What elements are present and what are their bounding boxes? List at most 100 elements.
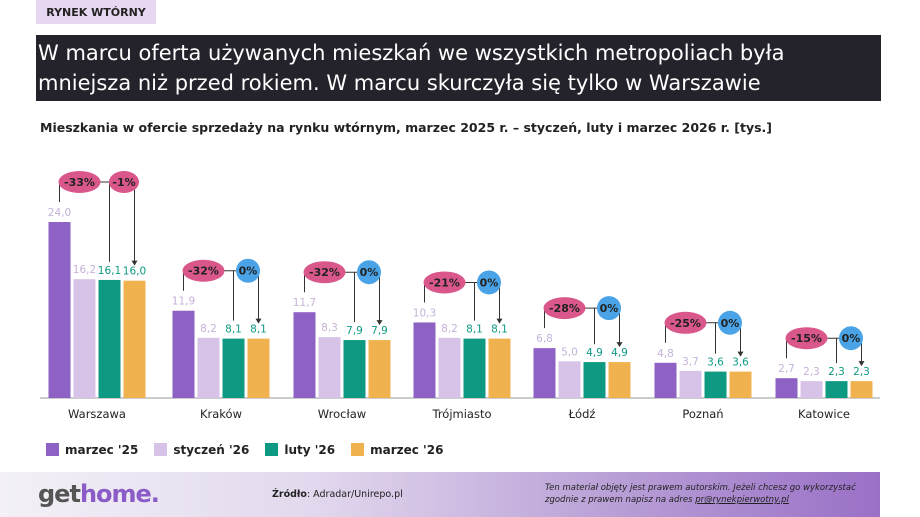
bar	[533, 348, 556, 398]
mom-badge	[718, 310, 742, 335]
bar	[48, 222, 71, 398]
mom-badge-text: 0%	[600, 302, 619, 315]
yoy-badge-text: -32%	[309, 266, 340, 279]
data-label: 3,7	[682, 356, 699, 368]
data-label: 16,1	[98, 265, 121, 277]
yoy-badge-text: -21%	[429, 276, 460, 289]
mom-badge	[109, 171, 139, 193]
data-label: 11,7	[293, 297, 316, 309]
source: Źródło: Adradar/Unirepo.pl	[272, 489, 403, 500]
mom-badge-text: -1%	[112, 176, 135, 189]
bar	[704, 371, 727, 398]
bar	[729, 371, 752, 398]
bar	[247, 338, 270, 398]
copyright-note: Ten materiał objęty jest prawem autorski…	[545, 483, 856, 505]
data-label: 8,1	[491, 324, 508, 336]
bar	[368, 340, 391, 398]
bar	[413, 322, 436, 398]
bar	[775, 378, 798, 398]
mom-badge-text: 0%	[360, 266, 379, 279]
data-label: 7,9	[346, 325, 363, 337]
yoy-badge	[543, 297, 586, 320]
yoy-badge-text: -33%	[64, 176, 95, 189]
footer: gethome. Źródło: Adradar/Unirepo.pl Ten …	[0, 472, 880, 517]
bar	[123, 280, 146, 398]
bar	[583, 362, 606, 398]
bar	[825, 381, 848, 398]
bar	[800, 381, 823, 398]
bar	[654, 362, 677, 398]
data-label: 4,9	[611, 347, 628, 359]
bar	[438, 337, 461, 398]
arrow-head	[131, 260, 138, 266]
headline: W marcu oferta używanych mieszkań we wsz…	[36, 35, 881, 101]
data-label: 2,3	[828, 366, 845, 378]
yoy-badge-text: -15%	[791, 332, 822, 345]
data-label: 2,3	[803, 366, 820, 378]
legend-item: marzec '26	[351, 443, 443, 457]
chart-title: Mieszkania w ofercie sprzedaży na rynku …	[40, 120, 772, 135]
bar	[558, 361, 581, 398]
category-label: Warszawa	[68, 407, 126, 421]
mom-badge	[236, 258, 260, 283]
category-label: Poznań	[682, 407, 723, 421]
data-label: 3,6	[732, 357, 749, 369]
yoy-badge	[664, 311, 707, 334]
mom-badge	[839, 326, 863, 351]
bar	[850, 381, 873, 398]
legend-item: styczeń '26	[154, 443, 249, 457]
yoy-badge-text: -28%	[549, 302, 580, 315]
bar	[73, 279, 96, 398]
bar	[318, 337, 341, 398]
data-label: 8,1	[466, 324, 483, 336]
legend-item: luty '26	[265, 443, 335, 457]
bar	[172, 310, 195, 398]
legend-label: styczeń '26	[173, 443, 250, 457]
bar	[222, 338, 245, 398]
legend-swatch	[351, 443, 365, 456]
category-label: Katowice	[798, 407, 850, 421]
category-label: Wrocław	[318, 407, 366, 421]
yoy-badge	[785, 327, 828, 350]
data-label: 8,1	[250, 324, 267, 336]
yoy-badge-text: -25%	[670, 317, 701, 330]
category-label: Kraków	[200, 407, 242, 421]
legend-label: marzec '26	[370, 443, 444, 457]
headline-line: W marcu oferta używanych mieszkań we wsz…	[38, 41, 785, 65]
data-label: 16,0	[123, 266, 146, 278]
yoy-badge	[303, 261, 346, 284]
bar-chart: 24,0 16,2 16,1 16,0 Warszawa -33% -1% 11,9 8,2 8,…	[40, 171, 880, 421]
arrow-head	[858, 361, 865, 367]
bar	[488, 338, 511, 398]
data-label: 24,0	[48, 207, 71, 219]
headline-line: mniejsza niż przed rokiem. W marcu skurc…	[38, 71, 761, 95]
yoy-badge-text: -32%	[188, 265, 219, 278]
mom-badge-text: 0%	[721, 317, 740, 330]
mom-badge	[357, 260, 381, 285]
data-label: 5,0	[561, 346, 578, 358]
data-label: 6,8	[536, 333, 553, 345]
data-label: 2,7	[778, 363, 795, 375]
bar	[343, 340, 366, 398]
bar	[463, 338, 486, 398]
data-label: 2,3	[853, 366, 870, 378]
mom-badge	[597, 296, 621, 321]
data-label: 7,9	[371, 325, 388, 337]
data-label: 16,2	[73, 264, 96, 276]
bar	[197, 337, 220, 398]
data-label: 4,8	[657, 348, 674, 360]
bar	[679, 370, 702, 398]
legend: marzec '25 styczeń '26 luty '26 marzec '26	[46, 443, 443, 457]
legend-swatch	[265, 443, 279, 456]
yoy-badge	[58, 171, 101, 193]
mom-badge-text: 0%	[480, 276, 499, 289]
arrow-head	[376, 320, 383, 326]
category-label: Trójmiasto	[431, 407, 491, 421]
email-link[interactable]: pr@rynekpierwotny.pl	[695, 495, 789, 505]
mom-badge	[477, 270, 501, 295]
connector	[109, 181, 135, 265]
legend-swatch	[46, 443, 59, 456]
data-label: 8,2	[441, 323, 458, 335]
section-tag: RYNEK WTÓRNY	[36, 0, 156, 24]
data-label: 11,9	[172, 296, 195, 308]
